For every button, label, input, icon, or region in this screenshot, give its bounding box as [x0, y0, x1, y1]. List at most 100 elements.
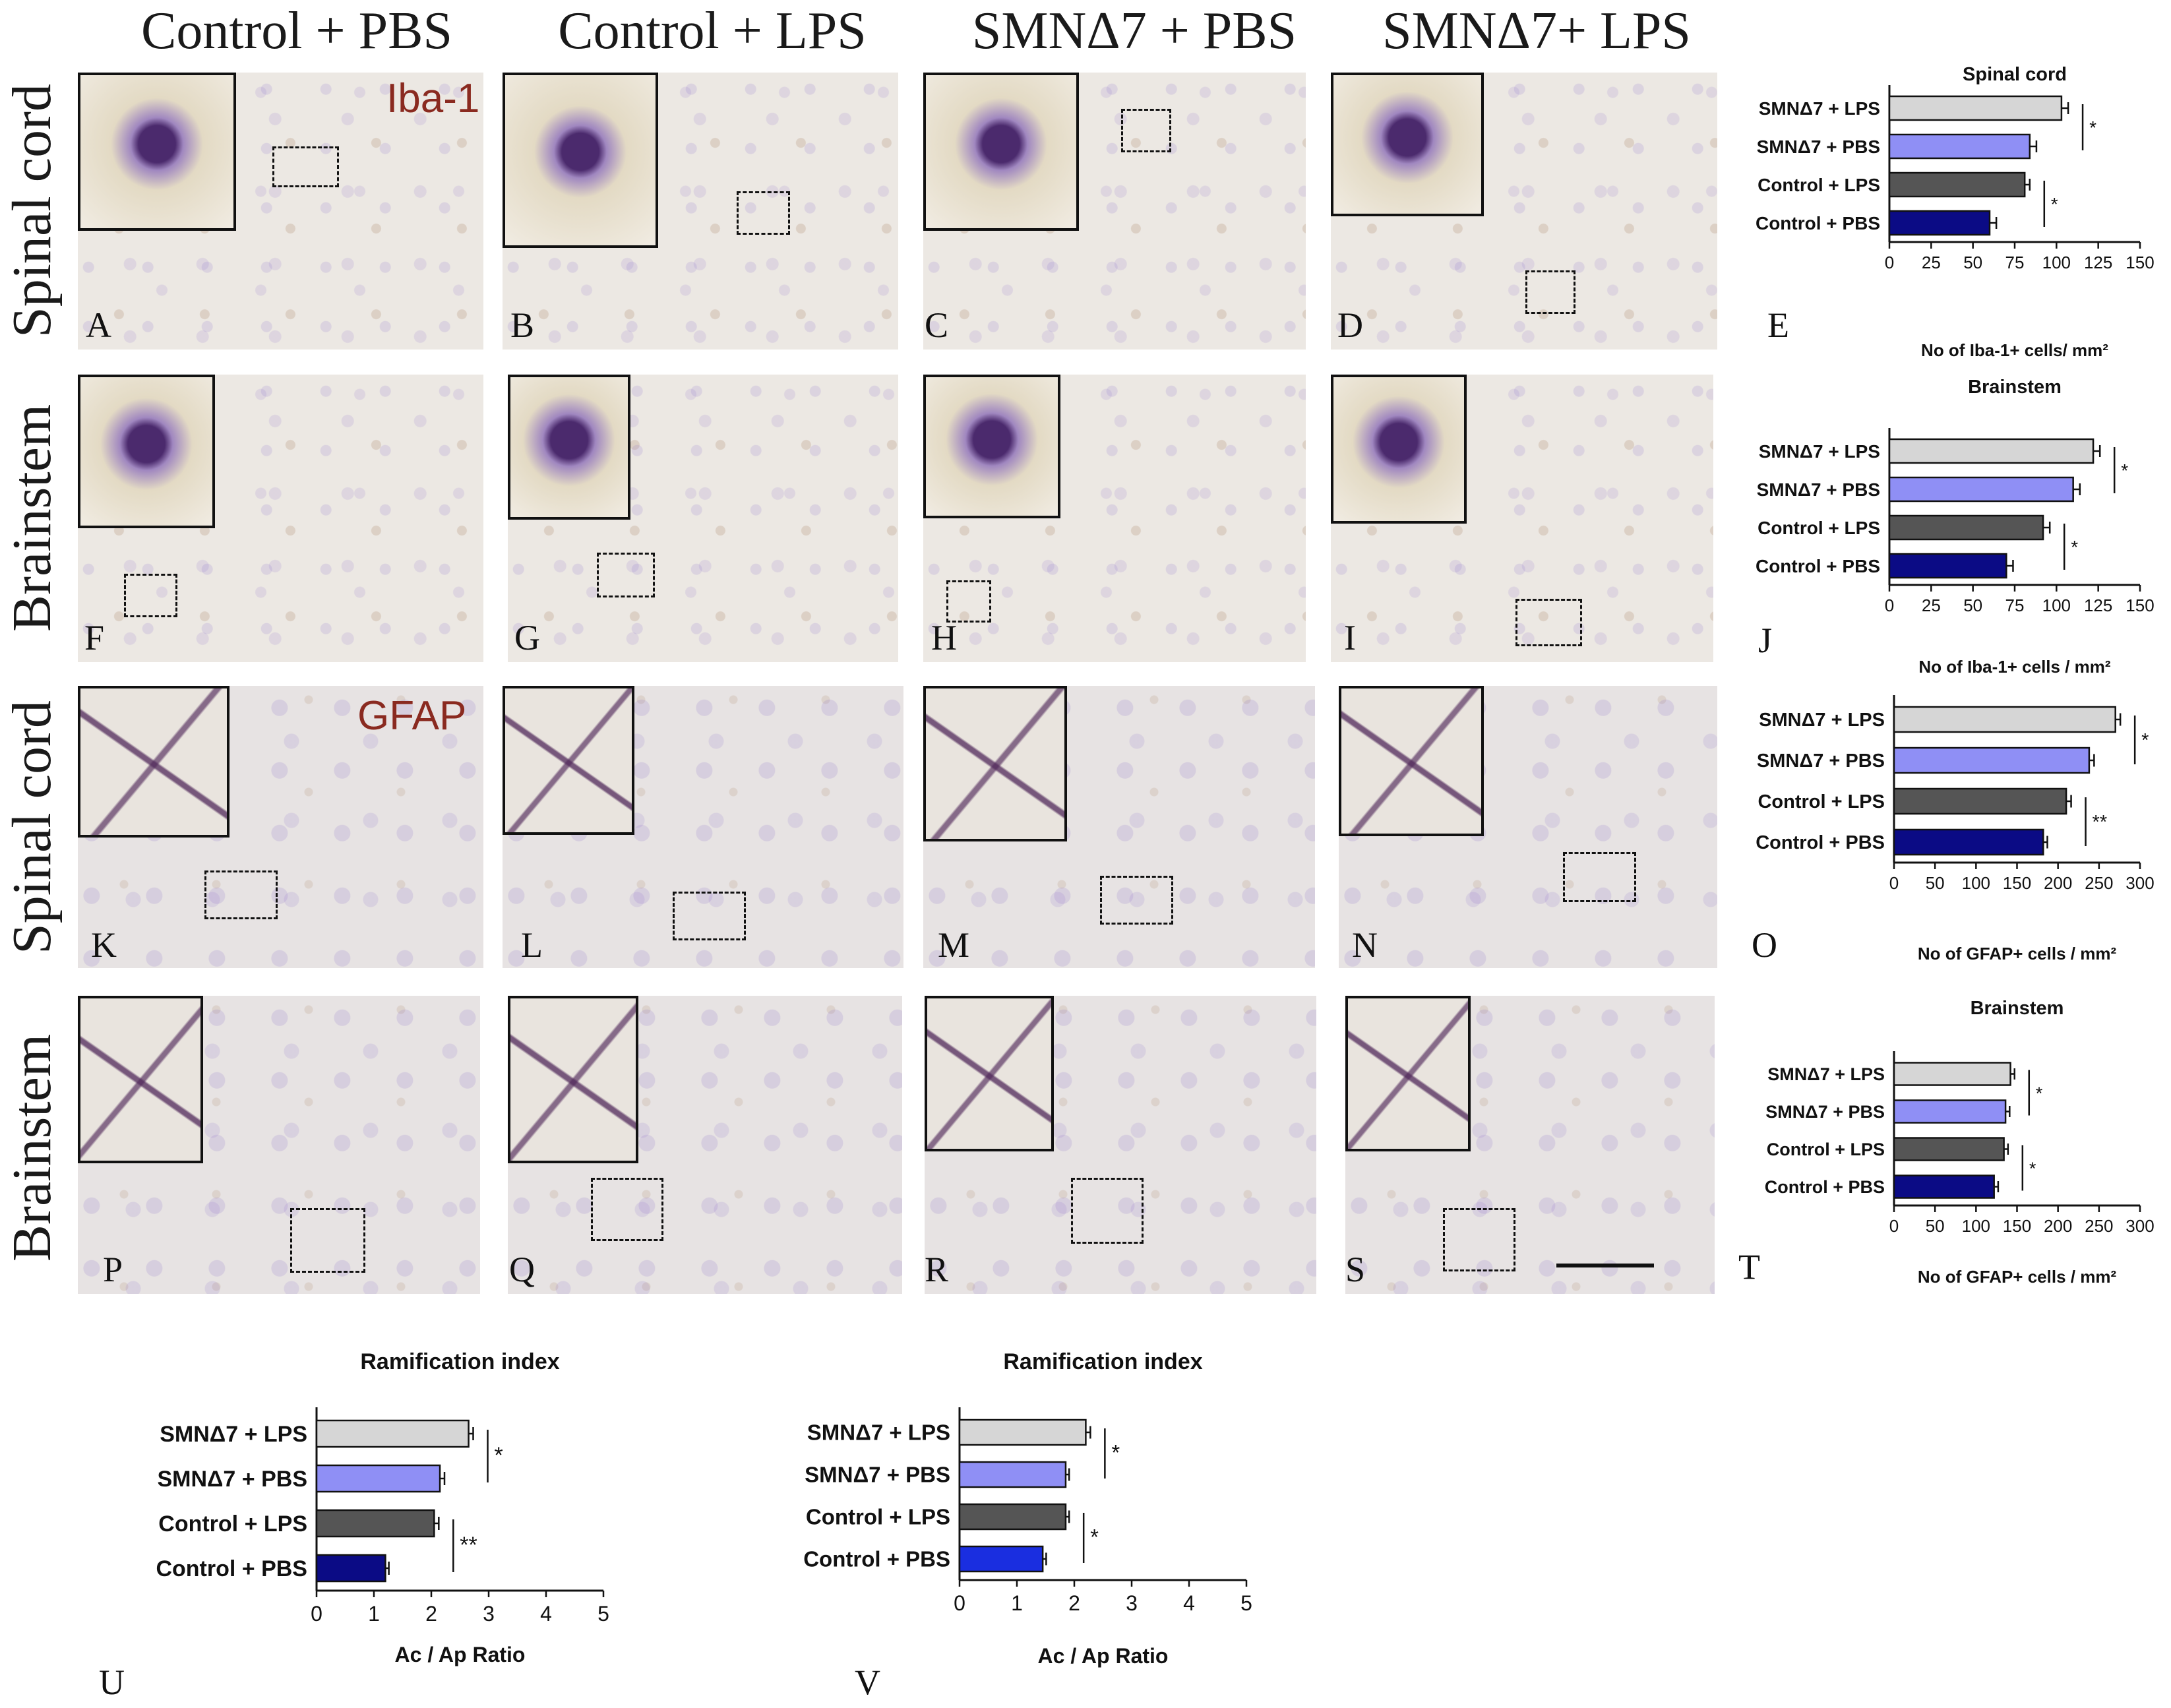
panel-label-e: E [1767, 305, 1789, 345]
micrograph-panel-h: H [923, 375, 1306, 662]
x-tick-label: 50 [1926, 1216, 1945, 1236]
column-header-control-pbs: Control + PBS [141, 2, 452, 60]
bar [1888, 95, 2063, 121]
roi-box [290, 1208, 365, 1273]
panel-label-g: G [514, 618, 540, 657]
chart-o-spinal-cord-gfap: SMNΔ7 + LPS SMNΔ7 + PBS Control + LPS Contr… [1756, 695, 2155, 963]
bar [1888, 210, 1991, 236]
x-tick-label: 125 [2084, 595, 2112, 615]
panel-label-f: F [84, 618, 105, 657]
bar [1893, 1174, 1995, 1199]
inset-zoom [1339, 686, 1484, 836]
category-label: SMNΔ7 + PBS [1757, 750, 1885, 772]
x-axis-label: Ac / Ap Ratio [395, 1643, 526, 1666]
chart-title: Brainstem [1971, 998, 2064, 1019]
micrograph-panel-l: L [503, 686, 903, 968]
inset-zoom [1345, 996, 1471, 1151]
x-tick-label: 100 [2042, 595, 2071, 615]
roi-box [737, 191, 790, 235]
micrograph-panel-s: S [1345, 996, 1715, 1294]
x-tick-label: 150 [2125, 595, 2154, 615]
roi-box [204, 870, 278, 919]
roi-box [272, 146, 339, 187]
micrograph-panel-n: N [1339, 686, 1717, 968]
panel-label-k: K [91, 925, 117, 965]
bar [958, 1461, 1067, 1488]
x-axis-label: No of Iba-1+ cells/ mm² [1921, 340, 2108, 360]
panel-label-j: J [1758, 621, 1773, 660]
category-label: Control + LPS [1758, 518, 1880, 538]
x-tick-label: 125 [2084, 253, 2112, 272]
bar [315, 1464, 441, 1493]
bar [315, 1419, 470, 1448]
bar [1888, 553, 2007, 579]
inset-zoom [508, 375, 630, 520]
x-axis-label: No of Iba-1+ cells / mm² [1918, 657, 2110, 677]
stain-label-iba1: Iba-1 [386, 76, 480, 121]
inset-zoom [78, 375, 215, 528]
inset-zoom [1331, 73, 1484, 216]
column-header-control-lps: Control + LPS [558, 2, 867, 60]
row-label-spinal-cord-gfap: Spinal cord [1, 700, 63, 955]
chart-title: Brainstem [1968, 377, 2062, 398]
bar [315, 1554, 386, 1583]
chart-title: Ramification index [1003, 1349, 1202, 1374]
panel-label-a: A [86, 305, 111, 345]
category-label: SMNΔ7 + PBS [805, 1463, 950, 1487]
x-tick-label: 5 [1240, 1591, 1252, 1615]
bar [1893, 787, 2067, 815]
inset-zoom [508, 996, 638, 1163]
row-label-brainstem-gfap: Brainstem [1, 1033, 63, 1262]
stain-label-gfap: GFAP [357, 693, 467, 739]
micrograph-panel-q: Q [508, 996, 902, 1294]
x-tick-label: 75 [2005, 595, 2025, 615]
bar [1893, 1137, 2005, 1161]
roi-box [1121, 109, 1171, 152]
category-label: SMNΔ7 + LPS [1759, 710, 1885, 731]
significance-marker: * [2051, 194, 2058, 214]
micrograph-panel-f: F [78, 375, 483, 662]
panel-label-b: B [510, 305, 535, 345]
x-tick-label: 3 [483, 1602, 495, 1626]
row-label-brainstem-iba1: Brainstem [1, 404, 63, 632]
micrograph-panel-b: B [503, 73, 898, 350]
micrograph-panel-g: G [508, 375, 898, 662]
chart-t-brainstem-gfap: Brainstem SMNΔ7 + LPS SMNΔ7 + PBS Control +… [1765, 998, 2155, 1287]
row-label-spinal-cord-iba1: Spinal cord [1, 84, 63, 338]
significance-marker: ** [460, 1533, 477, 1558]
x-tick-label: 250 [2085, 1216, 2113, 1236]
category-label: Control + LPS [1767, 1140, 1885, 1159]
significance-marker: * [2036, 1083, 2043, 1103]
x-tick-label: 50 [1963, 253, 1982, 272]
x-tick-label: 1 [1011, 1591, 1023, 1615]
scale-bar [1556, 1264, 1654, 1267]
category-label: Control + LPS [1758, 175, 1880, 195]
category-label: SMNΔ7 + PBS [1765, 1102, 1885, 1122]
column-header-smn-lps: SMNΔ7+ LPS [1382, 2, 1691, 60]
x-tick-label: 4 [1183, 1591, 1195, 1615]
x-tick-label: 0 [1889, 1216, 1899, 1236]
micrograph-panel-a: Iba-1 A [78, 73, 483, 350]
inset-zoom [923, 73, 1079, 231]
micrograph-panel-c: C [923, 73, 1306, 350]
roi-box [1563, 852, 1636, 902]
panel-label-m: M [938, 925, 970, 965]
bar [1893, 1062, 2011, 1086]
x-tick-label: 50 [1963, 595, 1982, 615]
bar [1893, 828, 2044, 856]
inset-zoom [925, 996, 1054, 1151]
panel-label-p: P [103, 1250, 123, 1289]
bar [1888, 171, 2026, 198]
bar [958, 1503, 1067, 1531]
roi-box [597, 553, 655, 597]
x-tick-label: 150 [2003, 873, 2031, 893]
inset-zoom [923, 375, 1060, 518]
roi-box [946, 580, 991, 623]
bar [1888, 438, 2095, 464]
inset-zoom [78, 73, 236, 231]
x-tick-label: 100 [2042, 253, 2071, 272]
panel-label-n: N [1352, 925, 1378, 965]
category-label: SMNΔ7 + LPS [1759, 98, 1880, 119]
panel-label-v: V [855, 1662, 880, 1702]
x-tick-label: 150 [2003, 1216, 2031, 1236]
